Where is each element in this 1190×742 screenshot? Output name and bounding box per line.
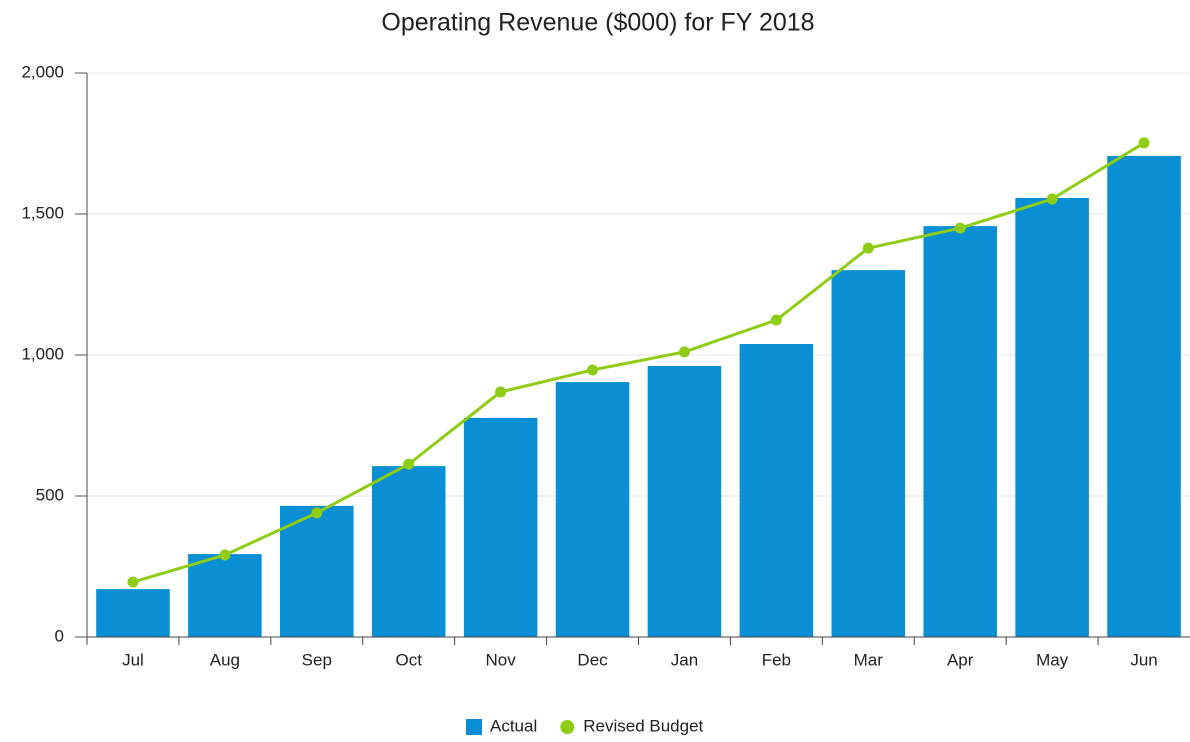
y-tick-label: 1,500 — [21, 203, 64, 222]
bar — [188, 554, 262, 637]
x-tick-label: May — [1036, 650, 1069, 669]
chart-title: Operating Revenue ($000) for FY 2018 — [381, 9, 814, 37]
y-tick-label: 2,000 — [21, 62, 64, 81]
x-tick-label: Oct — [395, 650, 422, 669]
line-point — [127, 576, 139, 588]
bar — [1107, 155, 1181, 637]
line-point — [495, 386, 507, 398]
x-tick-label: Mar — [854, 650, 884, 669]
x-tick-label: Apr — [947, 650, 974, 669]
x-tick-label: Sep — [302, 650, 332, 669]
bar — [280, 505, 354, 637]
legend-label: Actual — [490, 716, 537, 735]
legend-symbol — [466, 719, 482, 735]
line — [132, 141, 1145, 584]
bar — [371, 466, 446, 637]
line-point — [678, 346, 690, 358]
bar — [555, 382, 630, 637]
line-point — [403, 458, 415, 470]
line-point — [587, 364, 599, 376]
line-point — [311, 507, 323, 519]
bar — [831, 270, 906, 637]
legend-label: Revised Budget — [583, 716, 703, 735]
bar — [96, 589, 170, 637]
bar — [923, 226, 997, 637]
x-tick-label: Nov — [486, 650, 517, 669]
bar — [1015, 197, 1089, 637]
x-tick-label: Jul — [122, 650, 144, 669]
x-tick-label: Jun — [1130, 650, 1157, 669]
bar — [647, 365, 722, 637]
y-tick-label: 0 — [55, 626, 64, 645]
bar — [463, 417, 538, 637]
line-point — [862, 242, 874, 254]
y-tick-label: 1,000 — [21, 344, 64, 363]
legend-symbol — [560, 720, 575, 734]
x-tick-label: Feb — [762, 650, 791, 669]
line-point — [954, 222, 966, 234]
bar — [739, 344, 814, 637]
y-tick-label: 500 — [36, 485, 64, 504]
line-point — [1138, 137, 1150, 149]
x-tick-label: Aug — [210, 650, 240, 669]
line-point — [770, 314, 782, 326]
x-tick-label: Dec — [577, 650, 608, 669]
x-tick-label: Jan — [671, 650, 698, 669]
line-point — [1046, 193, 1058, 205]
line-point — [219, 549, 231, 561]
